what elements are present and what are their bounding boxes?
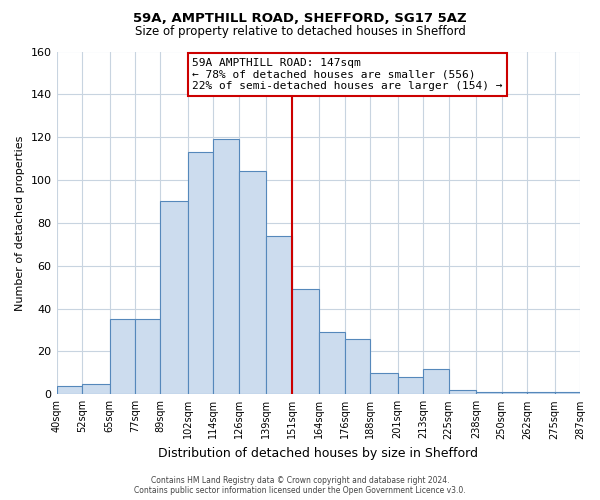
Bar <box>160 202 188 394</box>
Bar <box>82 384 110 394</box>
X-axis label: Distribution of detached houses by size in Shefford: Distribution of detached houses by size … <box>158 447 478 460</box>
Bar <box>423 368 449 394</box>
Bar <box>239 172 266 394</box>
Bar <box>214 140 239 394</box>
Bar <box>266 236 292 394</box>
Text: Contains HM Land Registry data © Crown copyright and database right 2024.
Contai: Contains HM Land Registry data © Crown c… <box>134 476 466 495</box>
Text: 59A AMPTHILL ROAD: 147sqm
← 78% of detached houses are smaller (556)
22% of semi: 59A AMPTHILL ROAD: 147sqm ← 78% of detac… <box>192 58 503 91</box>
Bar <box>476 392 502 394</box>
Bar <box>56 386 82 394</box>
Bar <box>292 290 319 395</box>
Bar <box>449 390 476 394</box>
Y-axis label: Number of detached properties: Number of detached properties <box>15 135 25 310</box>
Bar <box>370 373 398 394</box>
Bar <box>527 392 554 394</box>
Bar <box>398 377 423 394</box>
Bar <box>345 338 370 394</box>
Text: 59A, AMPTHILL ROAD, SHEFFORD, SG17 5AZ: 59A, AMPTHILL ROAD, SHEFFORD, SG17 5AZ <box>133 12 467 26</box>
Bar <box>135 320 160 394</box>
Bar <box>319 332 345 394</box>
Bar <box>188 152 214 394</box>
Text: Size of property relative to detached houses in Shefford: Size of property relative to detached ho… <box>134 25 466 38</box>
Bar <box>554 392 580 394</box>
Bar <box>110 320 135 394</box>
Bar <box>502 392 527 394</box>
